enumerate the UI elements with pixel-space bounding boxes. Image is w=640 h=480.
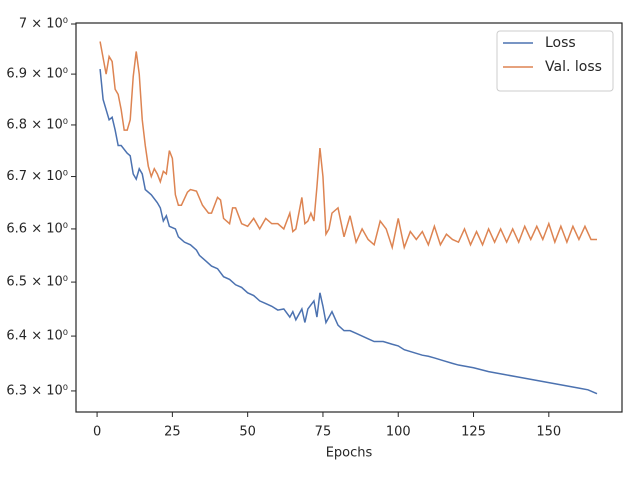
legend-label: Val. loss — [545, 59, 602, 75]
legend-label: Loss — [545, 35, 576, 51]
legend-box — [496, 30, 614, 92]
x-tick-label: 75 — [315, 425, 332, 440]
y-tick-label: 6.3 × 10⁰ — [6, 383, 68, 398]
y-tick-label: 6.8 × 10⁰ — [6, 117, 68, 132]
y-tick-label: 6.6 × 10⁰ — [6, 221, 68, 236]
x-tick-label: 25 — [164, 425, 181, 440]
x-tick-label: 50 — [239, 425, 256, 440]
y-tick-label: 6.7 × 10⁰ — [6, 169, 68, 184]
y-tick-label: 6.9 × 10⁰ — [6, 67, 68, 82]
loss-line — [99, 41, 597, 251]
x-tick-label: 150 — [536, 425, 561, 440]
loss-line — [99, 68, 598, 395]
x-tick-label: 100 — [386, 425, 411, 440]
plot-frame — [75, 22, 623, 413]
y-tick-label: 6.4 × 10⁰ — [6, 329, 68, 344]
x-tick-label: 0 — [93, 425, 101, 440]
y-tick-label: 7 × 10⁰ — [19, 16, 68, 31]
y-tick-label: 6.5 × 10⁰ — [6, 275, 68, 290]
x-axis-label: Epochs — [326, 446, 373, 461]
x-tick-label: 125 — [461, 425, 486, 440]
legend: Loss Val. loss — [496, 30, 614, 92]
